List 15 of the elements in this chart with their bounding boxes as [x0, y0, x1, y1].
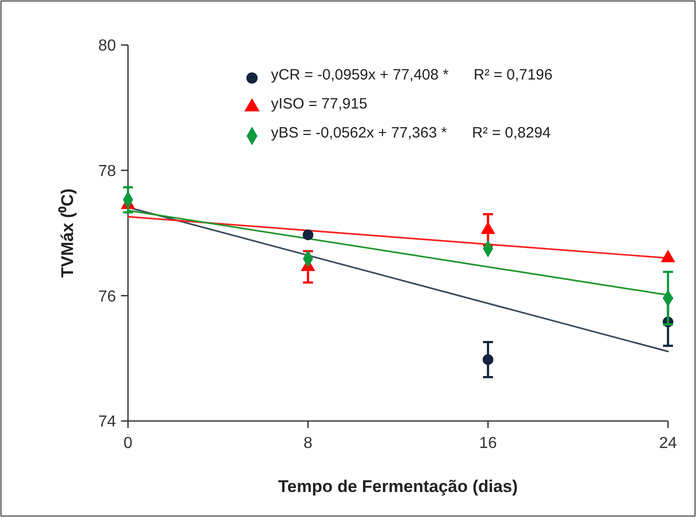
x-tick-label: 24 — [659, 435, 677, 452]
legend-label: yISO = 77,915 — [271, 96, 368, 112]
y-axis-title: TVMáx (⁰C) — [58, 188, 77, 278]
legend-label: yBS = -0,0562x + 77,363 * R² = 0,8294 — [271, 124, 551, 142]
point — [482, 354, 494, 365]
point — [302, 230, 314, 240]
y-tick-label: 78 — [98, 162, 116, 180]
y-tick-label: 80 — [98, 38, 116, 55]
x-tick-label: 0 — [124, 435, 133, 452]
x-axis-title: Tempo de Fermentação (dias) — [278, 477, 518, 496]
y-tick-label: 74 — [98, 414, 116, 431]
legend-label: yCR = -0,0959x + 77,408 * R² = 0,7196 — [271, 66, 552, 84]
y-tick-label: 76 — [98, 288, 116, 306]
x-tick-label: 8 — [304, 435, 313, 452]
x-tick-label: 16 — [479, 435, 497, 452]
